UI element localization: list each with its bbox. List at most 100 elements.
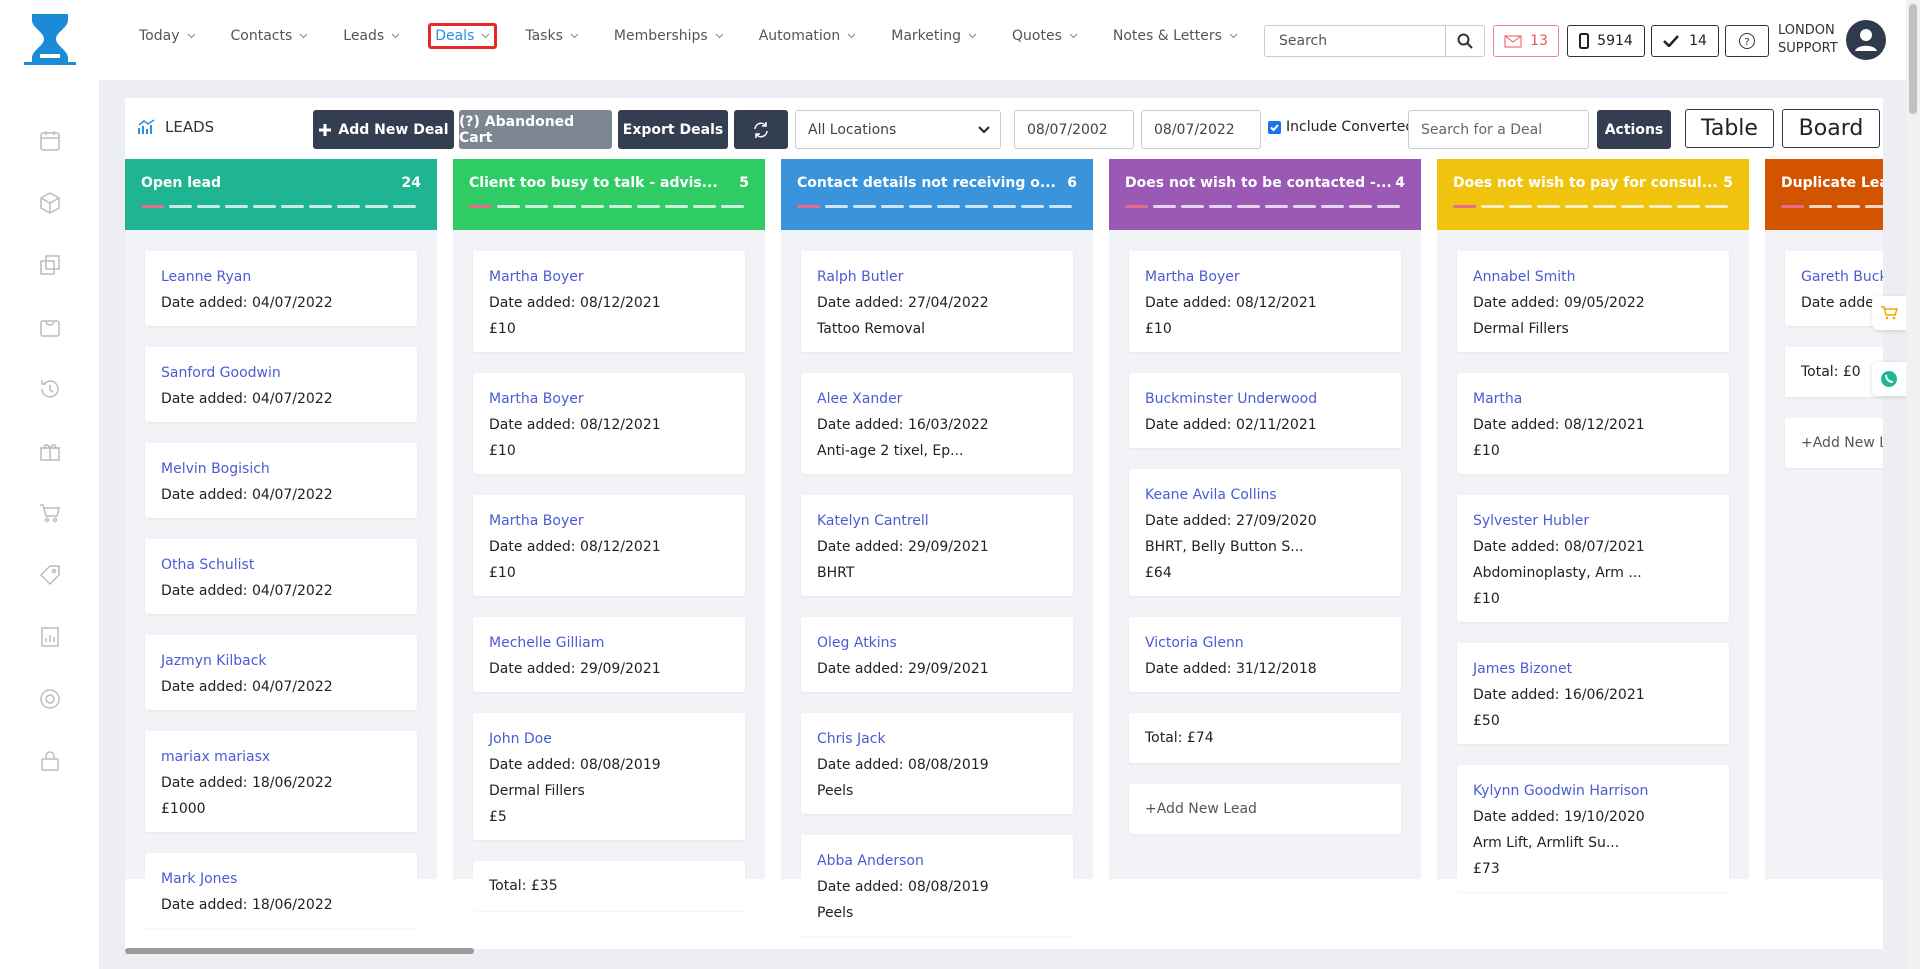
scroll-thumb[interactable]	[1909, 4, 1917, 114]
contact-name[interactable]: Martha	[1473, 391, 1523, 407]
contact-name[interactable]: Mark Jones	[161, 871, 238, 887]
nav-item[interactable]: Leads	[336, 23, 407, 49]
deal-card[interactable]: Alee Xander Date added: 16/03/2022 Anti-ag…	[801, 373, 1073, 474]
contact-name[interactable]: Oleg Atkins	[817, 635, 897, 651]
nav-item[interactable]: Tasks	[518, 23, 586, 49]
contact-name[interactable]: Otha Schulist	[161, 557, 255, 573]
deal-card[interactable]: Otha Schulist Date added: 04/07/2022	[145, 539, 417, 614]
contact-name[interactable]: John Doe	[489, 731, 552, 747]
contact-name[interactable]: Martha Boyer	[1145, 269, 1240, 285]
nav-item[interactable]: Marketing	[884, 23, 984, 49]
deal-card[interactable]: mariax mariasx Date added: 18/06/2022 £100…	[145, 731, 417, 832]
contact-name[interactable]: Alee Xander	[817, 391, 903, 407]
phone-widget[interactable]	[1872, 362, 1906, 396]
contact-name[interactable]: Katelyn Cantrell	[817, 513, 929, 529]
deal-card[interactable]: Oleg Atkins Date added: 29/09/2021	[801, 617, 1073, 692]
deal-card[interactable]: Martha Boyer Date added: 08/12/2021 £10	[1129, 251, 1401, 352]
box-icon[interactable]	[38, 191, 62, 215]
user-name[interactable]: LONDON SUPPORT	[1778, 22, 1838, 58]
deal-card[interactable]: Chris Jack Date added: 08/08/2019 Peels	[801, 713, 1073, 814]
nav-item[interactable]: Contacts	[224, 23, 316, 49]
deal-card[interactable]: Leanne Ryan Date added: 04/07/2022	[145, 251, 417, 326]
add-lead-button[interactable]: +Add New Lead	[1129, 784, 1401, 834]
contact-name[interactable]: Chris Jack	[817, 731, 886, 747]
vertical-scrollbar[interactable]	[1906, 0, 1920, 969]
contact-name[interactable]: Keane Avila Collins	[1145, 487, 1277, 503]
deal-card[interactable]: Victoria Glenn Date added: 31/12/2018	[1129, 617, 1401, 692]
lock-icon[interactable]	[38, 749, 62, 773]
support-icon[interactable]	[38, 687, 62, 711]
deal-search[interactable]: Search for a Deal	[1408, 110, 1589, 149]
contact-name[interactable]: James Bizonet	[1473, 661, 1573, 677]
deal-card[interactable]: John Doe Date added: 08/08/2019 Dermal Fil…	[473, 713, 745, 840]
deal-card[interactable]: Buckminster Underwood Date added: 02/11/2…	[1129, 373, 1401, 448]
contact-name[interactable]: Buckminster Underwood	[1145, 391, 1318, 407]
include-converted[interactable]: Include Converted	[1268, 119, 1414, 135]
nav-item[interactable]: Deals	[428, 23, 498, 49]
deal-card[interactable]: Keane Avila Collins Date added: 27/09/202…	[1129, 469, 1401, 596]
deal-card[interactable]: Ralph Butler Date added: 27/04/2022 Tattoo…	[801, 251, 1073, 352]
contact-name[interactable]: Melvin Bogisich	[161, 461, 270, 477]
deal-card[interactable]: Mechelle Gilliam Date added: 29/09/2021	[473, 617, 745, 692]
deal-card[interactable]: Martha Boyer Date added: 08/12/2021 £10	[473, 251, 745, 352]
report-icon[interactable]	[38, 625, 62, 649]
deal-card[interactable]: Sanford Goodwin Date added: 04/07/2022	[145, 347, 417, 422]
cart-icon[interactable]	[38, 501, 62, 525]
contact-name[interactable]: Sylvester Hubler	[1473, 513, 1590, 529]
deal-card[interactable]: Sylvester Hubler Date added: 08/07/2021 Ab…	[1457, 495, 1729, 622]
refresh-button[interactable]	[734, 110, 788, 149]
phone-button[interactable]: 5914	[1567, 25, 1645, 57]
contact-name[interactable]: Martha Boyer	[489, 391, 584, 407]
deal-card[interactable]: Jazmyn Kilback Date added: 04/07/2022	[145, 635, 417, 710]
deal-card[interactable]: Mark Jones Date added: 18/06/2022	[145, 853, 417, 928]
location-select[interactable]: All Locations	[795, 110, 1001, 149]
avatar[interactable]	[1846, 20, 1886, 60]
help-button[interactable]: ?	[1725, 25, 1769, 57]
contact-name[interactable]: Victoria Glenn	[1145, 635, 1244, 651]
table-view-button[interactable]: Table	[1685, 109, 1774, 148]
deal-card[interactable]: Melvin Bogisich Date added: 04/07/2022	[145, 443, 417, 518]
deal-card[interactable]: Katelyn Cantrell Date added: 29/09/2021 BH…	[801, 495, 1073, 596]
deal-card[interactable]: Gareth Buck Date added:	[1785, 251, 1883, 326]
deal-card[interactable]: Martha Boyer Date added: 08/12/2021 £10	[473, 495, 745, 596]
add-lead-button[interactable]: +Add New Lead	[1785, 418, 1883, 468]
deal-card[interactable]: Abba Anderson Date added: 08/08/2019 Peels	[801, 835, 1073, 936]
date-from[interactable]: 08/07/2002	[1014, 110, 1134, 149]
contact-name[interactable]: Mechelle Gilliam	[489, 635, 605, 651]
contact-name[interactable]: Gareth Buck	[1801, 269, 1883, 285]
deal-card[interactable]: Martha Boyer Date added: 08/12/2021 £10	[473, 373, 745, 474]
nav-item[interactable]: Quotes	[1005, 23, 1085, 49]
search-input[interactable]: Search	[1264, 25, 1446, 57]
copy-icon[interactable]	[38, 253, 62, 277]
horizontal-scrollbar[interactable]	[125, 948, 474, 954]
contact-name[interactable]: Annabel Smith	[1473, 269, 1576, 285]
gift-icon[interactable]	[38, 439, 62, 463]
mail-button[interactable]: 13	[1493, 25, 1559, 57]
deal-card[interactable]: Kylynn Goodwin Harrison Date added: 19/10…	[1457, 765, 1729, 892]
contact-name[interactable]: Sanford Goodwin	[161, 365, 281, 381]
search-button[interactable]	[1445, 25, 1485, 57]
contact-name[interactable]: Abba Anderson	[817, 853, 924, 869]
add-deal-button[interactable]: Add New Deal	[313, 110, 454, 149]
nav-item[interactable]: Automation	[752, 23, 864, 49]
calendar-icon[interactable]	[38, 129, 62, 153]
deal-card[interactable]: Martha Date added: 08/12/2021 £10	[1457, 373, 1729, 474]
tasks-button[interactable]: 14	[1651, 25, 1719, 57]
contact-name[interactable]: Martha Boyer	[489, 513, 584, 529]
actions-button[interactable]: Actions	[1597, 110, 1671, 149]
deal-card[interactable]: James Bizonet Date added: 16/06/2021 £50	[1457, 643, 1729, 744]
deal-card[interactable]: Annabel Smith Date added: 09/05/2022 Derma…	[1457, 251, 1729, 352]
date-to[interactable]: 08/07/2022	[1141, 110, 1261, 149]
contact-name[interactable]: Jazmyn Kilback	[161, 653, 267, 669]
contact-name[interactable]: mariax mariasx	[161, 749, 271, 765]
bag-icon[interactable]	[38, 315, 62, 339]
cart-widget[interactable]	[1872, 296, 1906, 330]
nav-item[interactable]: Notes & Letters	[1106, 23, 1245, 49]
board-view-button[interactable]: Board	[1782, 109, 1880, 148]
abandoned-cart-button[interactable]: (?) Abandoned Cart	[459, 110, 612, 149]
tag-icon[interactable]	[38, 563, 62, 587]
history-icon[interactable]	[38, 377, 62, 401]
contact-name[interactable]: Leanne Ryan	[161, 269, 252, 285]
nav-item[interactable]: Today	[132, 23, 203, 49]
contact-name[interactable]: Martha Boyer	[489, 269, 584, 285]
